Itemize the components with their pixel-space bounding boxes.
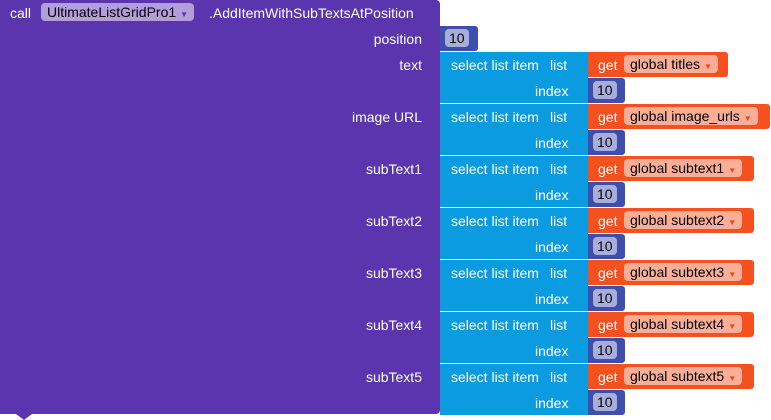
method-name: .AddItemWithSubTextsAtPosition [209, 5, 414, 21]
param-label: image URL [351, 109, 422, 125]
param-label: subText4 [365, 317, 422, 333]
variable-dropdown[interactable]: global subtext4 ▼ [624, 315, 743, 333]
dropdown-arrow-icon: ▼ [728, 166, 737, 175]
param-label: subText2 [365, 213, 422, 229]
get-variable-block[interactable]: get global titles ▼ [588, 52, 728, 77]
index-number-block[interactable]: 10 [588, 286, 625, 311]
select-list-item-block[interactable]: select list item list index [440, 260, 588, 311]
index-label: index [535, 187, 569, 203]
variable-name: global titles [630, 56, 701, 72]
index-number-block[interactable]: 10 [588, 182, 625, 207]
select-label: select list item [451, 213, 539, 229]
dropdown-arrow-icon: ▼ [728, 218, 737, 227]
block-connector [16, 414, 32, 420]
get-variable-block[interactable]: get global image_urls ▼ [588, 104, 770, 129]
component-name: UltimateListGridPro1 [47, 4, 177, 20]
get-variable-block[interactable]: get global subtext5 ▼ [588, 364, 754, 389]
index-number-block[interactable]: 10 [588, 78, 625, 103]
index-value[interactable]: 10 [593, 133, 617, 151]
variable-dropdown[interactable]: global subtext3 ▼ [624, 263, 743, 281]
index-number-block[interactable]: 10 [588, 234, 625, 259]
variable-dropdown[interactable]: global titles ▼ [624, 55, 718, 73]
index-value[interactable]: 10 [593, 81, 617, 99]
select-list-item-block[interactable]: select list item list index [440, 104, 588, 155]
list-label: list [550, 161, 568, 177]
dropdown-arrow-icon: ▼ [180, 10, 189, 19]
get-variable-block[interactable]: get global subtext3 ▼ [588, 260, 754, 285]
index-number-block[interactable]: 10 [588, 130, 625, 155]
list-label: list [550, 265, 568, 281]
index-value[interactable]: 10 [593, 185, 617, 203]
dropdown-arrow-icon: ▼ [728, 322, 737, 331]
component-dropdown[interactable]: UltimateListGridPro1 ▼ [41, 3, 195, 21]
select-label: select list item [451, 109, 539, 125]
select-list-item-block[interactable]: select list item list index [440, 208, 588, 259]
select-label: select list item [451, 161, 539, 177]
index-value[interactable]: 10 [593, 289, 617, 307]
index-value[interactable]: 10 [593, 393, 617, 411]
select-label: select list item [451, 369, 539, 385]
index-number-block[interactable]: 10 [588, 338, 625, 363]
select-list-item-block[interactable]: select list item list index [440, 156, 588, 207]
select-label: select list item [451, 265, 539, 281]
dropdown-arrow-icon: ▼ [728, 270, 737, 279]
index-label: index [535, 343, 569, 359]
param-label: subText3 [365, 265, 422, 281]
get-variable-block[interactable]: get global subtext1 ▼ [588, 156, 754, 181]
select-list-item-block[interactable]: select list item list index [440, 364, 588, 415]
index-label: index [535, 395, 569, 411]
variable-name: global subtext3 [630, 264, 725, 280]
index-label: index [535, 291, 569, 307]
index-label: index [535, 135, 569, 151]
get-label: get [598, 57, 618, 73]
get-label: get [598, 109, 618, 125]
param-label: subText1 [365, 161, 422, 177]
get-label: get [598, 317, 618, 333]
index-value[interactable]: 10 [593, 237, 617, 255]
param-label: subText5 [365, 369, 422, 385]
list-label: list [550, 213, 568, 229]
variable-name: global subtext5 [630, 368, 725, 384]
variable-dropdown[interactable]: global subtext2 ▼ [624, 211, 743, 229]
dropdown-arrow-icon: ▼ [704, 62, 712, 71]
get-label: get [598, 369, 618, 385]
index-label: index [535, 83, 569, 99]
list-label: list [550, 57, 568, 73]
get-variable-block[interactable]: get global subtext2 ▼ [588, 208, 754, 233]
get-variable-block[interactable]: get global subtext4 ▼ [588, 312, 754, 337]
variable-name: global subtext1 [630, 160, 725, 176]
position-value[interactable]: 10 [445, 29, 469, 47]
select-label: select list item [451, 57, 539, 73]
select-list-item-block[interactable]: select list item list index [440, 52, 588, 103]
position-label: position [373, 31, 422, 47]
call-label: call [10, 5, 32, 21]
variable-name: global image_urls [630, 108, 740, 124]
dropdown-arrow-icon: ▼ [728, 374, 737, 383]
index-number-block[interactable]: 10 [588, 390, 625, 415]
select-list-item-block[interactable]: select list item list index [440, 312, 588, 363]
get-label: get [598, 161, 618, 177]
list-label: list [550, 109, 568, 125]
list-label: list [550, 369, 568, 385]
get-label: get [598, 265, 618, 281]
list-label: list [550, 317, 568, 333]
variable-name: global subtext2 [630, 212, 725, 228]
variable-name: global subtext4 [630, 316, 725, 332]
call-method-block[interactable] [0, 0, 440, 414]
index-value[interactable]: 10 [593, 341, 617, 359]
select-label: select list item [451, 317, 539, 333]
position-number-block[interactable]: 10 [440, 26, 478, 51]
get-label: get [598, 213, 618, 229]
variable-dropdown[interactable]: global image_urls ▼ [624, 107, 758, 125]
param-label: text [399, 57, 422, 73]
variable-dropdown[interactable]: global subtext1 ▼ [624, 159, 743, 177]
variable-dropdown[interactable]: global subtext5 ▼ [624, 367, 743, 385]
index-label: index [535, 239, 569, 255]
dropdown-arrow-icon: ▼ [743, 114, 752, 123]
